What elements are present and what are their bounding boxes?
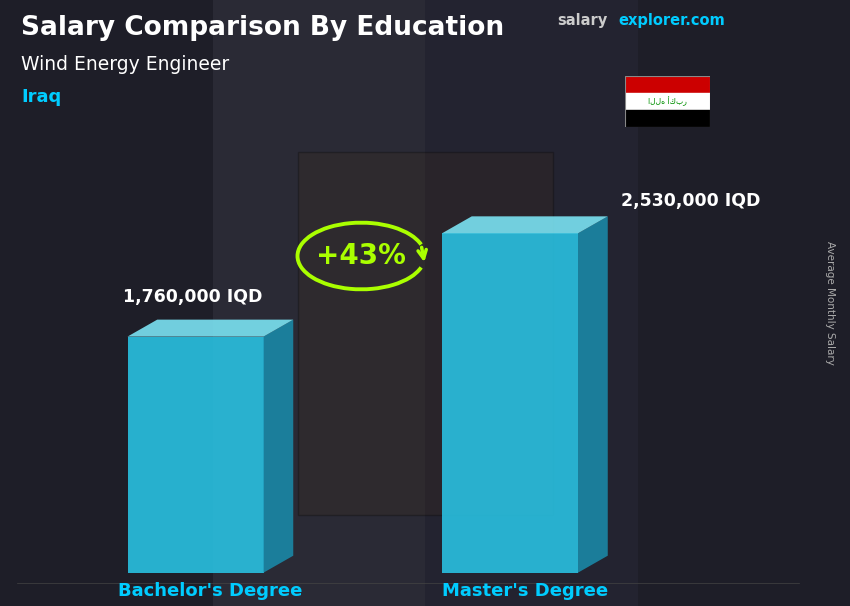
Text: Average Monthly Salary: Average Monthly Salary bbox=[824, 241, 835, 365]
Text: الله أكبر: الله أكبر bbox=[648, 96, 687, 107]
Text: 2,530,000 IQD: 2,530,000 IQD bbox=[620, 192, 760, 210]
Text: Master's Degree: Master's Degree bbox=[442, 582, 608, 600]
Text: explorer.com: explorer.com bbox=[618, 13, 725, 28]
Polygon shape bbox=[442, 216, 608, 233]
Text: +43%: +43% bbox=[316, 242, 406, 270]
Text: 1,760,000 IQD: 1,760,000 IQD bbox=[123, 288, 263, 306]
Polygon shape bbox=[128, 336, 264, 573]
Polygon shape bbox=[264, 319, 293, 573]
Text: Iraq: Iraq bbox=[21, 88, 61, 106]
Text: Salary Comparison By Education: Salary Comparison By Education bbox=[21, 15, 504, 41]
Bar bbox=[638, 0, 850, 606]
FancyBboxPatch shape bbox=[298, 152, 552, 515]
Bar bbox=[625, 93, 710, 110]
Bar bbox=[0, 0, 212, 606]
Polygon shape bbox=[578, 216, 608, 573]
Text: Bachelor's Degree: Bachelor's Degree bbox=[118, 582, 303, 600]
Bar bbox=[625, 76, 710, 93]
Bar bbox=[212, 0, 425, 606]
Polygon shape bbox=[442, 233, 578, 573]
Bar bbox=[425, 0, 638, 606]
Text: salary: salary bbox=[557, 13, 607, 28]
Text: Wind Energy Engineer: Wind Energy Engineer bbox=[21, 55, 230, 73]
Bar bbox=[625, 110, 710, 127]
Polygon shape bbox=[128, 319, 293, 336]
